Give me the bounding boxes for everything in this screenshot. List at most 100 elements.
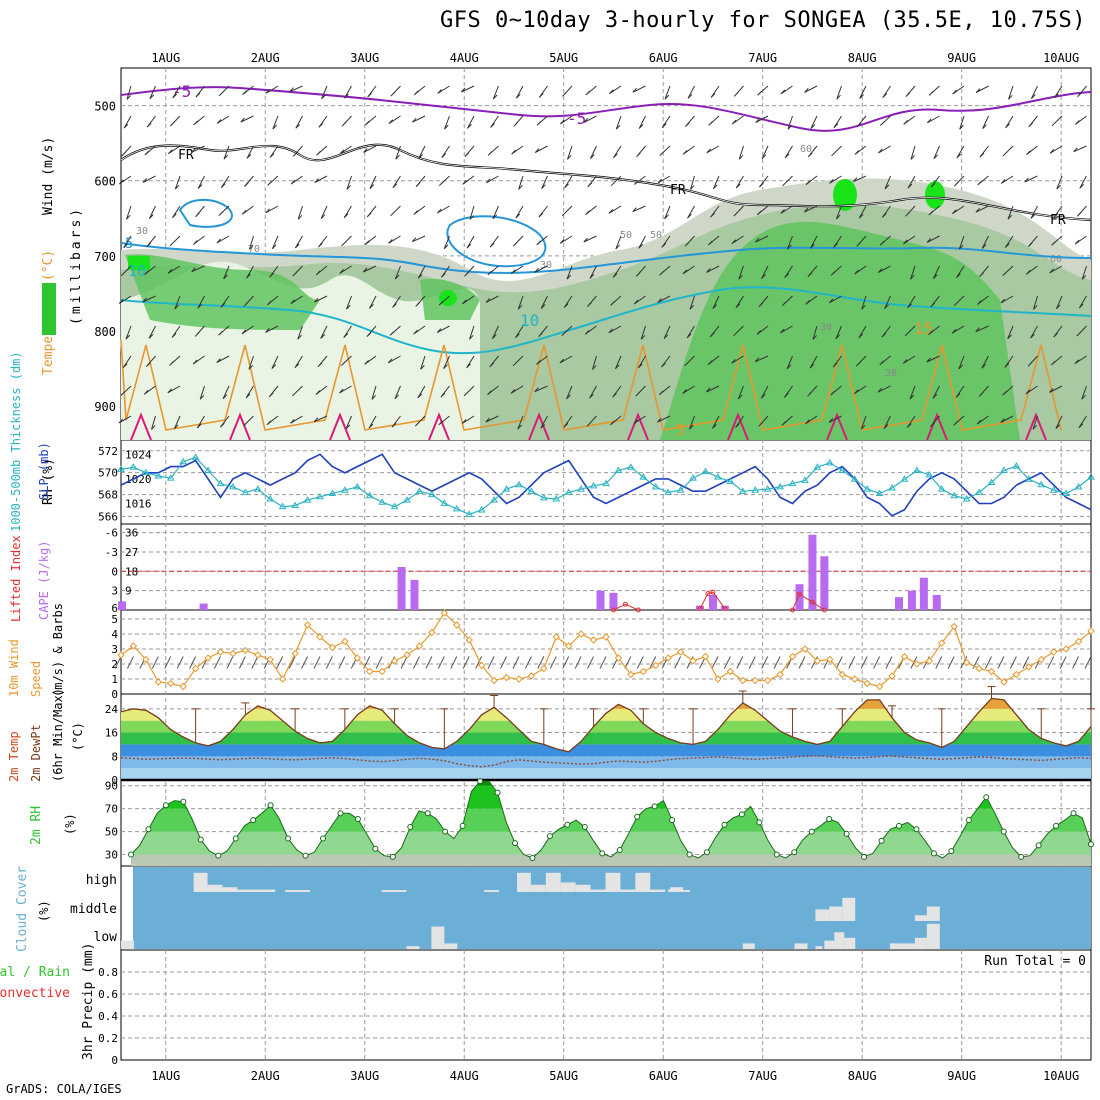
rh-point [756, 819, 763, 826]
wind-barb [1030, 205, 1038, 219]
wind-barb [460, 85, 475, 93]
wind-barb [1053, 205, 1063, 218]
surface-wind-barb [114, 656, 122, 669]
wind-barb [167, 385, 181, 394]
cloud-middle-bar [926, 906, 940, 921]
wind-barb [436, 325, 450, 334]
wind-barb [830, 265, 842, 276]
wind-barb [953, 295, 965, 307]
rh-point [1000, 828, 1007, 835]
wind-barb [491, 325, 499, 339]
wind-barb [538, 325, 548, 338]
contour-label: 5 [676, 421, 685, 439]
rh-point [826, 815, 833, 822]
wind-barb [853, 385, 867, 395]
temp-bands [121, 698, 1091, 780]
wind-barb [884, 175, 891, 190]
wind-barb [167, 265, 181, 274]
wind-barb [1079, 175, 1087, 189]
wind-speed-point [229, 649, 237, 658]
wind-barb [1053, 85, 1063, 99]
wind-barb [1008, 85, 1014, 100]
surface-wind-barb [1084, 656, 1092, 669]
surface-wind-barb [338, 656, 346, 669]
ylabel-wind10m-part: 10m Wind [7, 639, 21, 697]
wind-barb [149, 85, 156, 100]
wind-barb [391, 415, 401, 428]
wind-speed-point [925, 657, 934, 665]
wind-barb [517, 295, 524, 310]
wind-barb [1026, 145, 1038, 156]
wind-barb [414, 415, 426, 427]
wind-barb [1033, 295, 1038, 310]
wind-barb [441, 145, 450, 158]
rh-legend-swatch [42, 283, 56, 335]
wind-barb [1053, 325, 1063, 338]
cloud-high-bar [530, 884, 546, 892]
wind-barb [314, 295, 328, 303]
thickness-point [987, 478, 996, 486]
slp-line [120, 453, 1092, 517]
temp-ylabel: 2m DewPt [29, 724, 43, 782]
wind-barb [123, 235, 132, 249]
wind-barb [981, 235, 989, 249]
wind-speed-point [142, 655, 150, 664]
wind-barb [540, 415, 548, 429]
cloud-low-bar [901, 943, 915, 949]
wind-barb [1028, 115, 1038, 128]
wind-speed-point [328, 643, 337, 652]
wind-barb [269, 265, 279, 278]
wind-barb [782, 175, 793, 187]
wind-barb [1028, 235, 1038, 247]
thickness-point [1087, 473, 1095, 480]
wind-barb [706, 265, 720, 273]
wind-barb [464, 265, 475, 277]
wind-barb [366, 325, 377, 337]
wind-barb [710, 205, 720, 218]
upper-air-ylabel: RH (%)Temperature (°C)Wind (m/s) [41, 137, 56, 505]
wind-speed-point [440, 609, 449, 617]
thickness-tick-label: 572 [98, 445, 118, 458]
thickness-point [738, 487, 747, 494]
wind-speed-point [689, 657, 697, 665]
surface-wind-barb [798, 656, 806, 669]
cloud-high-bar [237, 889, 276, 892]
wind-barb [687, 85, 695, 99]
rh-point [948, 848, 955, 855]
surface-wind-barb [375, 656, 383, 669]
thickness-point [1037, 480, 1046, 488]
cape-bar [596, 590, 605, 610]
rh-point [145, 826, 152, 833]
wind-barb [346, 175, 352, 190]
x-tick-label-bottom: 8AUG [848, 1069, 877, 1083]
rh-point [686, 851, 693, 858]
cloud-low-bar [926, 923, 940, 949]
wind-barb [731, 235, 744, 245]
ylabel-slp: SLP (mb) [37, 442, 51, 500]
cloud-high-bar [605, 872, 621, 892]
cloud-high-bar [484, 890, 500, 892]
wind-barb [661, 235, 671, 248]
upper-air-units: (millibars) [69, 206, 84, 325]
thickness-ylabel: 1000-500mb Thickness (dm) [9, 351, 23, 532]
wind-barb [1005, 115, 1014, 129]
wind-barb [858, 205, 867, 219]
wind-barb [780, 205, 793, 214]
rh-point [407, 824, 414, 831]
wind-barb [443, 355, 450, 370]
wind-speed-point [664, 654, 672, 662]
wind-speed-point [826, 655, 834, 664]
thickness-point [962, 495, 971, 502]
rh-point [896, 822, 902, 829]
wind-barb [126, 205, 132, 220]
wind-tick-label: 4 [111, 628, 118, 641]
wind-barb [636, 145, 646, 158]
surface-wind-barb [1009, 656, 1017, 669]
wind-barb [394, 385, 401, 400]
wind-barb [682, 385, 695, 394]
cloud-ylabel: Cloud Cover [15, 866, 30, 952]
li-point [797, 591, 803, 597]
wind-barb [632, 85, 646, 93]
temp-band [121, 732, 1091, 745]
wind-barb [443, 235, 450, 250]
